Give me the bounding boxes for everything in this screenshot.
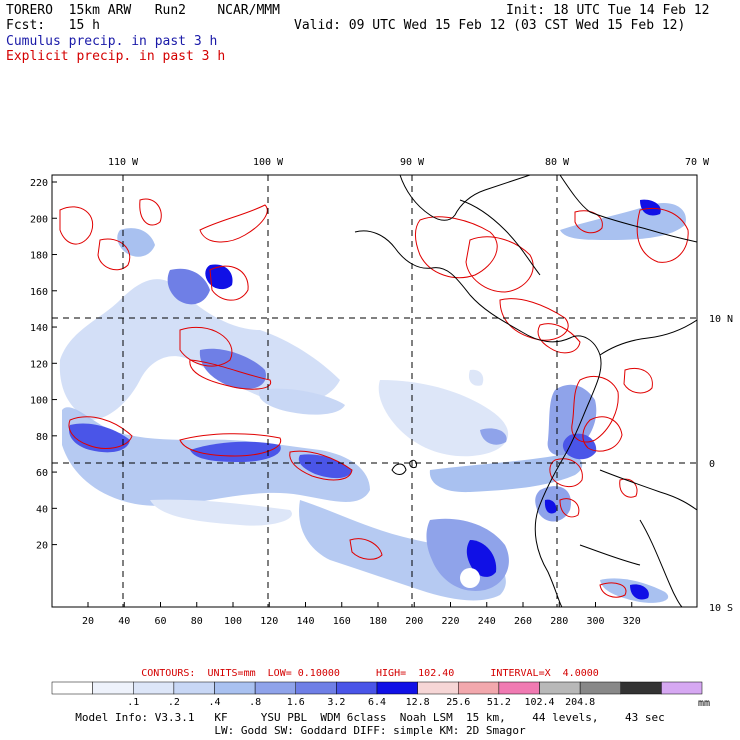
x-tick-label: 280 (550, 616, 568, 627)
colorbar-swatch (620, 681, 662, 695)
y-tick-label: 60 (36, 468, 48, 479)
model-info-line1: Model Info: V3.3.1 KF YSU PBL WDM 6class… (75, 711, 665, 724)
x-tick-label: 20 (82, 616, 94, 627)
y-tick-label: 140 (30, 323, 48, 334)
model-info-line2: LW: Godd SW: Goddard DIFF: simple KM: 2D… (214, 724, 526, 737)
y-tick-label: 20 (36, 541, 48, 552)
colorbar-label: 3.2 (327, 697, 345, 708)
colorbar-swatch (214, 681, 256, 695)
longitude-labels: 110 W 100 W 90 W 80 W 70 W (108, 157, 710, 168)
colorbar: .1 .2 .4 .8 1.6 3.2 6.4 12.8 25.6 51.2 102.4 204.8 (51, 681, 703, 708)
x-tick-label: 160 (333, 616, 351, 627)
y-tick-label: 80 (36, 432, 48, 443)
colorbar-swatch (376, 681, 418, 695)
latitude-label: 10 N (709, 314, 733, 325)
colorbar-label: 204.8 (565, 697, 595, 708)
x-tick-label: 40 (118, 616, 130, 627)
colorbar-swatch (336, 681, 378, 695)
y-tick-label: 120 (30, 359, 48, 370)
x-axis-ticks: 20 40 60 80 100 120 140 160 180 200 220 240 260 280 30… (82, 602, 641, 627)
x-tick-label: 100 (224, 616, 242, 627)
init-time: Init: 18 UTC Tue 14 Feb 12 (506, 3, 710, 18)
colorbar-swatch (51, 681, 93, 695)
x-tick-label: 240 (478, 616, 496, 627)
colorbar-swatch (417, 681, 459, 695)
y-axis-ticks: 220 200 180 160 140 120 100 80 60 40 20 (30, 178, 57, 552)
y-tick-label: 180 (30, 251, 48, 262)
longitude-label: 100 W (253, 157, 284, 168)
x-tick-label: 120 (260, 616, 278, 627)
x-tick-label: 260 (514, 616, 532, 627)
y-tick-label: 200 (30, 214, 48, 225)
x-tick-label: 80 (191, 616, 203, 627)
cumulus-precip-label: Cumulus precip. in past 3 h (6, 34, 218, 49)
colorbar-label: .4 (208, 697, 220, 708)
colorbar-label: .8 (249, 697, 261, 708)
colorbar-swatch (579, 681, 621, 695)
colorbar-swatch (173, 681, 215, 695)
x-tick-label: 140 (296, 616, 314, 627)
y-tick-label: 220 (30, 178, 48, 189)
colorbar-swatch (539, 681, 581, 695)
lat-lon-grid (52, 175, 697, 607)
x-tick-label: 220 (441, 616, 459, 627)
colorbar-label: 51.2 (487, 697, 511, 708)
colorbar-swatch (295, 681, 337, 695)
colorbar-label: 102.4 (524, 697, 554, 708)
colorbar-label: 25.6 (446, 697, 470, 708)
colorbar-unit: mm (698, 698, 710, 709)
map-frame (51, 174, 698, 608)
x-tick-label: 200 (405, 616, 423, 627)
forecast-hour: Fcst: 15 h (6, 18, 100, 33)
longitude-label: 110 W (108, 157, 139, 168)
x-tick-label: 320 (623, 616, 641, 627)
colorbar-label: 12.8 (406, 697, 430, 708)
y-tick-label: 40 (36, 504, 48, 515)
latitude-labels: 10 N 0 10 S (709, 314, 733, 614)
x-tick-label: 300 (586, 616, 604, 627)
contours-summary: CONTOURS: UNITS=mm LOW= 0.10000 HIGH= 10… (141, 668, 599, 679)
coastlines (354, 175, 697, 607)
longitude-label: 80 W (545, 157, 570, 168)
x-tick-label: 180 (369, 616, 387, 627)
colorbar-swatch (458, 681, 500, 695)
valid-time: Valid: 09 UTC Wed 15 Feb 12 (03 CST Wed … (294, 18, 686, 33)
y-tick-label: 160 (30, 287, 48, 298)
colorbar-swatch (498, 681, 540, 695)
colorbar-label: .2 (168, 697, 180, 708)
colorbar-label: .1 (127, 697, 139, 708)
colorbar-label: 1.6 (287, 697, 305, 708)
colorbar-label: 6.4 (368, 697, 386, 708)
x-tick-label: 60 (154, 616, 166, 627)
colorbar-swatch (254, 681, 296, 695)
latitude-label: 10 S (709, 603, 733, 614)
y-tick-label: 100 (30, 396, 48, 407)
colorbar-swatch (661, 681, 703, 695)
longitude-label: 70 W (685, 157, 710, 168)
model-title: TORERO 15km ARW Run2 NCAR/MMM (6, 3, 280, 18)
colorbar-swatch (92, 681, 134, 695)
colorbar-swatch (133, 681, 175, 695)
longitude-label: 90 W (400, 157, 425, 168)
explicit-precip-label: Explicit precip. in past 3 h (6, 49, 226, 64)
latitude-label: 0 (709, 459, 715, 470)
